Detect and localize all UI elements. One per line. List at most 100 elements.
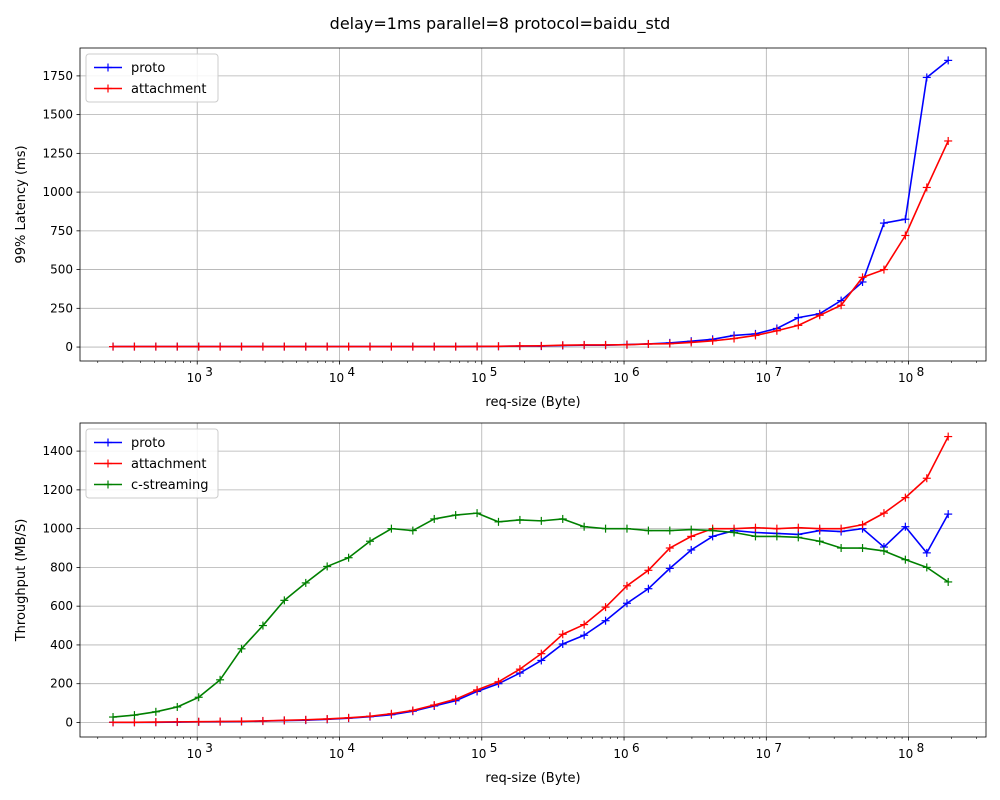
chart0-attachment-point bbox=[323, 342, 332, 351]
chart1-attachment-point bbox=[301, 715, 310, 724]
chart0-proto-point bbox=[922, 73, 931, 82]
chart0-series-attachment-line bbox=[113, 140, 949, 348]
chart0-attachment-point bbox=[473, 342, 482, 351]
chart1-c-streaming-point bbox=[301, 578, 310, 587]
chart1-proto-point bbox=[944, 510, 953, 519]
chart0-attachment-point bbox=[451, 342, 460, 351]
chart0-y-tick-label: 1250 bbox=[42, 146, 73, 160]
chart1-c-streaming-point bbox=[558, 514, 567, 523]
chart1-series-attachment-line bbox=[113, 436, 949, 724]
chart1-attachment-point bbox=[216, 717, 225, 726]
chart1-attachment-point bbox=[665, 544, 674, 553]
chart0-proto-point bbox=[879, 219, 888, 228]
chart1-attachment-point bbox=[151, 718, 160, 727]
chart0-attachment-point bbox=[258, 342, 267, 351]
chart0-attachment-point bbox=[151, 342, 160, 351]
chart1-attachment-point bbox=[837, 524, 846, 533]
chart0-y-tick-label: 500 bbox=[50, 263, 73, 277]
chart1-y-tick-label: 600 bbox=[50, 599, 73, 613]
chart1-proto-point bbox=[580, 631, 589, 640]
chart1-x-axis-label: req-size (Byte) bbox=[485, 771, 580, 786]
chart1-plot-frame bbox=[79, 422, 987, 738]
throughput-chart: 10 3 10 4 10 5 10 6 10 7 10 80200400600800100012001… bbox=[14, 422, 987, 786]
chart0-plot-frame bbox=[79, 47, 987, 362]
chart1-attachment-point bbox=[237, 717, 246, 726]
chart1-c-streaming-point bbox=[451, 511, 460, 520]
chart1-c-streaming-point bbox=[901, 555, 910, 564]
chart0-legend: proto attachment bbox=[85, 53, 219, 103]
chart1-series-proto-line bbox=[113, 513, 949, 724]
chart1-y-tick-label: 1200 bbox=[42, 483, 73, 497]
chart1-c-streaming-point bbox=[580, 522, 589, 531]
chart1-attachment-point bbox=[194, 717, 203, 726]
chart1-proto-point bbox=[665, 564, 674, 573]
chart1-attachment-point bbox=[580, 620, 589, 629]
chart1-c-streaming-point bbox=[537, 516, 546, 525]
chart1-x-tick-exponent: 7 bbox=[774, 741, 782, 755]
chart0-y-tick-label: 750 bbox=[50, 224, 73, 238]
chart1-attachment-point bbox=[494, 677, 503, 686]
chart1-attachment-point bbox=[344, 713, 353, 722]
chart1-attachment-point bbox=[537, 649, 546, 658]
chart1-attachment-point bbox=[901, 493, 910, 502]
chart0-attachment-point bbox=[130, 342, 139, 351]
chart0-attachment-point bbox=[366, 342, 375, 351]
chart0-legend-proto-label: proto bbox=[131, 61, 165, 76]
chart1-c-streaming-point bbox=[151, 707, 160, 716]
chart1-c-streaming-point bbox=[473, 509, 482, 518]
chart0-attachment-point bbox=[109, 342, 118, 351]
chart1-c-streaming-point bbox=[280, 596, 289, 605]
chart1-x-tick-label: 10 bbox=[756, 747, 771, 761]
chart0-attachment-point bbox=[280, 342, 289, 351]
chart1-x-tick-label: 10 bbox=[187, 747, 202, 761]
chart1-attachment-point bbox=[173, 717, 182, 726]
chart1-attachment-point bbox=[644, 566, 653, 575]
chart1-c-streaming-point bbox=[879, 546, 888, 555]
chart0-attachment-point bbox=[173, 342, 182, 351]
chart1-c-streaming-point bbox=[344, 553, 353, 562]
chart1-c-streaming-point bbox=[366, 537, 375, 546]
chart0-attachment-point bbox=[708, 336, 717, 345]
chart1-x-tick-label: 10 bbox=[898, 747, 913, 761]
chart1-attachment-point bbox=[601, 603, 610, 612]
chart0-proto-point bbox=[794, 313, 803, 322]
chart1-c-streaming-point bbox=[494, 517, 503, 526]
chart1-series-c-streaming-line bbox=[112, 512, 949, 718]
chart0-y-tick-label: 1500 bbox=[42, 108, 73, 122]
chart1-proto-point bbox=[558, 639, 567, 648]
chart1-c-streaming-point bbox=[730, 528, 739, 537]
chart1-c-streaming-point bbox=[708, 526, 717, 535]
chart1-c-streaming-point bbox=[515, 515, 524, 524]
chart1-y-tick-label: 200 bbox=[50, 677, 73, 691]
chart0-x-tick-exponent: 6 bbox=[632, 365, 640, 379]
chart1-y-tick-label: 1000 bbox=[42, 522, 73, 536]
chart1-c-streaming-point bbox=[687, 525, 696, 534]
chart0-attachment-point bbox=[730, 334, 739, 343]
chart1-c-streaming-point bbox=[258, 621, 267, 630]
chart1-attachment-point bbox=[258, 716, 267, 725]
chart0-x-tick-label: 10 bbox=[187, 371, 202, 385]
chart1-c-streaming-point bbox=[430, 514, 439, 523]
chart1-x-tick-exponent: 4 bbox=[347, 741, 355, 755]
chart1-legend-attachment-label: attachment bbox=[131, 457, 207, 472]
chart0-proto-point bbox=[901, 215, 910, 224]
chart1-proto-point bbox=[687, 545, 696, 554]
chart1-c-streaming-point bbox=[922, 563, 931, 572]
chart0-attachment-point bbox=[879, 265, 888, 274]
chart0-attachment-point bbox=[858, 273, 867, 282]
chart0-attachment-point bbox=[794, 321, 803, 330]
chart1-attachment-point bbox=[473, 685, 482, 694]
chart1-x-tick-label: 10 bbox=[471, 747, 486, 761]
chart1-c-streaming-point bbox=[173, 702, 182, 711]
chart0-attachment-point bbox=[430, 342, 439, 351]
chart0-attachment-point bbox=[687, 338, 696, 347]
chart0-y-tick-label: 1750 bbox=[42, 69, 73, 83]
chart0-y-axis-label: 99% Latency (ms) bbox=[14, 145, 29, 263]
chart0-x-tick-label: 10 bbox=[329, 371, 344, 385]
chart1-legend-proto-label: proto bbox=[131, 436, 165, 451]
chart1-c-streaming-point bbox=[837, 544, 846, 553]
chart1-c-streaming-point bbox=[109, 713, 118, 722]
chart1-x-tick-label: 10 bbox=[613, 747, 628, 761]
chart1-c-streaming-point bbox=[815, 537, 824, 546]
chart1-c-streaming-point bbox=[387, 524, 396, 533]
